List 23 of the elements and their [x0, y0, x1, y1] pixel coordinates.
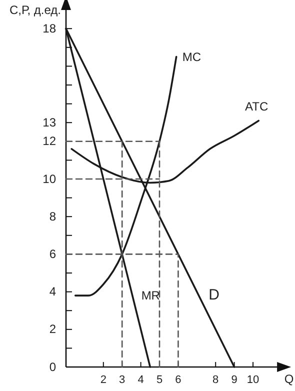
- y-tick-label: 18: [42, 21, 56, 36]
- x-tick-label: 2: [100, 374, 106, 386]
- x-tick-label: 6: [175, 374, 182, 386]
- series-label: ATC: [245, 100, 268, 114]
- x-tick-label: 3: [119, 374, 126, 386]
- x-tick-label: 5: [156, 374, 163, 386]
- x-tick-label: 8: [212, 374, 219, 386]
- x-tick-label: 4: [138, 374, 144, 386]
- y-tick-label: 4: [49, 284, 56, 299]
- y-tick-label: 0: [49, 360, 56, 374]
- y-axis-title: С,Р, д.ед.: [10, 3, 61, 17]
- series-label: MR: [141, 288, 160, 302]
- series-label: MC: [182, 50, 202, 64]
- y-tick-label: 10: [42, 172, 56, 186]
- x-tick-label: 10: [246, 374, 260, 386]
- x-tick-label: 9: [231, 374, 238, 386]
- y-tick-label: 12: [42, 134, 56, 148]
- y-tick-label: 6: [49, 247, 56, 262]
- y-tick-label: 2: [49, 322, 56, 336]
- series-label: D: [208, 286, 220, 304]
- x-axis-title: Q: [284, 372, 294, 386]
- y-tick-label: 8: [49, 209, 56, 224]
- y-tick-label: 13: [42, 115, 56, 130]
